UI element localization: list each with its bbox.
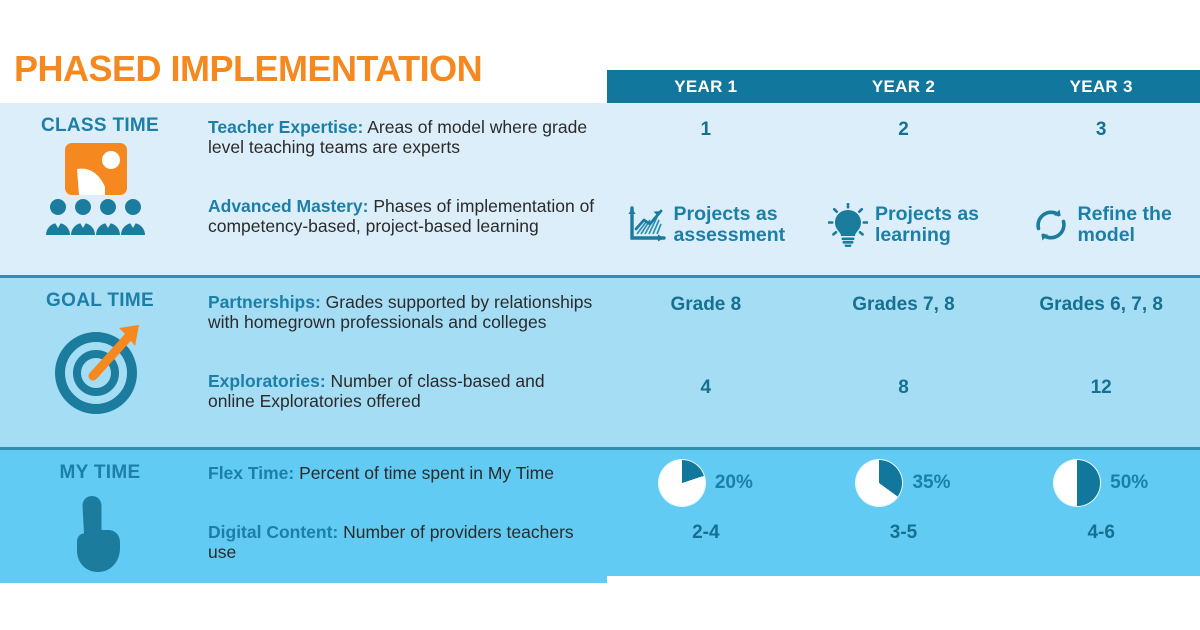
section-goal-time: GOAL TIME Partnerships: Grades supported… xyxy=(0,275,1200,450)
teacher-classroom-icon xyxy=(45,143,155,244)
value-year2: Projects as learning xyxy=(805,195,1003,255)
refresh-cycle-icon xyxy=(1031,205,1071,245)
category-class-time: CLASS TIME xyxy=(0,103,200,275)
pie-chart-year2 xyxy=(856,460,903,506)
value-year3: 3 xyxy=(1095,119,1107,140)
value-year2: 8 xyxy=(898,377,909,398)
value-year2: 2 xyxy=(898,119,909,140)
pie-value-label: 50% xyxy=(1110,472,1149,493)
value-year3: Refine the model xyxy=(1002,195,1200,255)
value-label: Refine the model xyxy=(1077,203,1172,246)
year-header-1: YEAR 1 xyxy=(674,76,738,96)
metric-description: Percent of time spent in My Time xyxy=(294,463,554,483)
metric-description: Grades supported by relationships with h… xyxy=(208,292,593,333)
metric-exploratories: Exploratories: Number of class-based and… xyxy=(208,371,596,412)
pie-value-label: 35% xyxy=(912,472,951,493)
value-year1: Projects as assessment xyxy=(607,195,805,255)
metric-description: Phases of implementation of competency-b… xyxy=(208,196,595,237)
year-header-3: YEAR 3 xyxy=(1069,76,1133,96)
metric-description: Areas of model where grade level teachin… xyxy=(208,117,588,158)
metric-term: Digital Content: xyxy=(208,522,339,542)
target-arrow-icon xyxy=(49,318,151,423)
descriptions-my-time: Flex Time: Percent of time spent in My T… xyxy=(208,450,600,583)
values-digital-content: 2-4 3-5 4-6 xyxy=(607,518,1200,548)
value-year2: 3-5 xyxy=(889,522,918,543)
metric-digital-content: Digital Content: Number of providers tea… xyxy=(208,522,596,563)
category-my-time: MY TIME xyxy=(0,450,200,583)
value-year2: Grades 7, 8 xyxy=(852,294,955,315)
pie-value-label: 20% xyxy=(714,472,753,493)
category-goal-time: GOAL TIME xyxy=(0,278,200,450)
metric-term: Flex Time: xyxy=(208,463,295,483)
section-my-time: MY TIME Flex Time: Percent of time spent… xyxy=(0,447,1200,583)
value-year3: 4-6 xyxy=(1087,522,1115,543)
values-exploratories: 4 8 12 xyxy=(607,373,1200,403)
values-advanced-mastery: Projects as assessment xyxy=(607,195,1200,255)
section-class-time: CLASS TIME xyxy=(0,103,1200,275)
value-year1: Grade 8 xyxy=(670,294,742,315)
pie-chart-year1 xyxy=(658,460,705,506)
metric-partnerships: Partnerships: Grades supported by relati… xyxy=(208,292,596,333)
metric-description: Number of class-based and online Explora… xyxy=(208,371,545,412)
category-label-my-time: MY TIME xyxy=(59,462,141,483)
descriptions-class-time: Teacher Expertise: Areas of model where … xyxy=(208,103,600,275)
value-year1: 4 xyxy=(700,377,712,398)
metric-term: Teacher Expertise: xyxy=(208,117,364,137)
values-teacher-expertise: 1 2 3 xyxy=(607,115,1200,145)
values-partnerships: Grade 8 Grades 7, 8 Grades 6, 7, 8 xyxy=(607,290,1200,320)
category-label-class-time: CLASS TIME xyxy=(40,115,160,136)
metric-term: Exploratories: xyxy=(208,371,326,391)
value-year1: 20% xyxy=(607,458,805,508)
values-flex-time: 20% 35% 50% xyxy=(607,458,1200,508)
metric-teacher-expertise: Teacher Expertise: Areas of model where … xyxy=(208,117,596,158)
chart-growth-icon xyxy=(627,205,667,245)
year-header-bar: YEAR 1 YEAR 2 YEAR 3 xyxy=(607,70,1200,103)
category-label-goal-time: GOAL TIME xyxy=(46,290,154,311)
page-title: PHASED IMPLEMENTATION xyxy=(14,48,483,89)
band-edge-clip xyxy=(607,576,1200,583)
metric-advanced-mastery: Advanced Mastery: Phases of implementati… xyxy=(208,196,596,237)
value-year3: 50% xyxy=(1002,458,1200,508)
lightbulb-icon xyxy=(827,203,868,247)
metric-term: Partnerships: xyxy=(208,292,321,312)
metric-term: Advanced Mastery: xyxy=(208,196,369,216)
descriptions-goal-time: Partnerships: Grades supported by relati… xyxy=(208,278,600,450)
metric-description: Number of providers teachers use xyxy=(208,522,574,563)
year-header-2: YEAR 2 xyxy=(871,76,936,96)
value-year3: Grades 6, 7, 8 xyxy=(1039,294,1163,315)
metric-flex-time: Flex Time: Percent of time spent in My T… xyxy=(208,463,596,483)
value-year3: 12 xyxy=(1090,377,1112,398)
pointing-hand-icon xyxy=(64,490,136,581)
pie-chart-year3 xyxy=(1054,460,1101,506)
value-label: Projects as learning xyxy=(874,203,980,246)
value-year2: 35% xyxy=(805,458,1003,508)
value-label: Projects as assessment xyxy=(673,203,786,246)
value-year1: 2-4 xyxy=(692,522,720,543)
value-year1: 1 xyxy=(700,119,712,140)
